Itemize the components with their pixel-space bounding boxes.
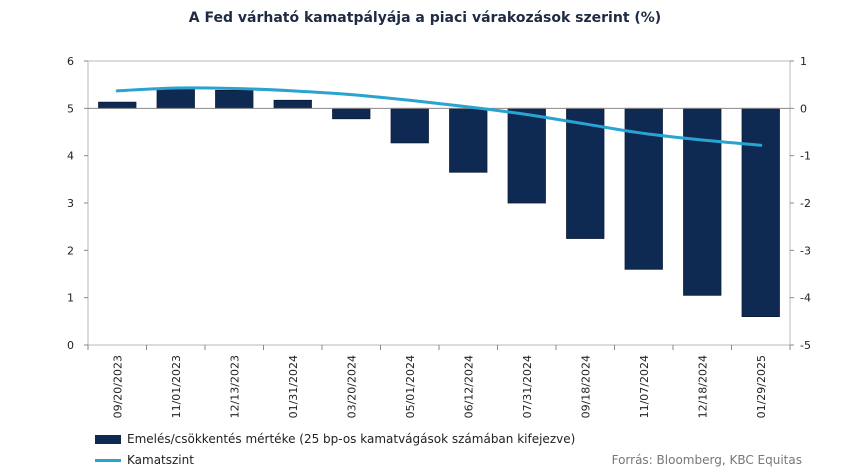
bar — [156, 88, 195, 109]
x-tick-label: 03/20/2024 — [345, 355, 358, 418]
series-line-kamatszint — [115, 86, 763, 147]
legend-label-line: Kamatszint — [127, 453, 194, 467]
legend-swatch-bars — [95, 434, 121, 444]
bar — [98, 101, 137, 109]
source-note: Forrás: Bloomberg, KBC Equitas — [611, 453, 802, 467]
y-right-tick-label: -5 — [800, 339, 811, 352]
bar — [683, 107, 722, 296]
y-left-tick-label: 4 — [67, 150, 74, 163]
x-tick-label: 11/07/2024 — [638, 355, 651, 418]
y-right-tick-label: -1 — [800, 150, 811, 163]
x-tick-label: 05/01/2024 — [404, 355, 417, 418]
x-tick-label: 01/29/2025 — [755, 355, 768, 418]
bar — [449, 107, 488, 173]
x-tick-label: 09/18/2024 — [579, 355, 592, 418]
bar — [566, 107, 605, 239]
bar — [507, 107, 546, 204]
x-tick-label: 06/12/2024 — [462, 355, 475, 418]
y-left-tick-label: 5 — [67, 102, 74, 115]
bar — [741, 107, 780, 317]
y-right-tick-label: -4 — [800, 292, 811, 305]
x-tick-label: 12/18/2024 — [696, 355, 709, 418]
y-left-tick-label: 6 — [67, 55, 74, 68]
y-right-tick-label: -2 — [800, 197, 811, 210]
bar — [332, 107, 371, 120]
legend-item-bars: Emelés/csökkentés mértéke (25 bp-os kama… — [95, 432, 575, 446]
bar — [390, 107, 429, 144]
bar — [273, 99, 312, 109]
y-left-tick-label: 0 — [67, 339, 74, 352]
chart-title: A Fed várható kamatpályája a piaci várak… — [188, 10, 662, 26]
y-left-tick-label: 3 — [67, 197, 74, 210]
y-right-tick-label: -3 — [800, 244, 811, 257]
legend-swatch-line — [95, 458, 121, 462]
legend-item-line: Kamatszint — [95, 453, 194, 467]
y-right-tick-label: 1 — [800, 55, 807, 68]
x-tick-label: 01/31/2024 — [287, 355, 300, 418]
bar — [215, 89, 254, 109]
y-right-tick-label: 0 — [800, 102, 807, 115]
y-left-tick-label: 1 — [67, 292, 74, 305]
x-tick-label: 07/31/2024 — [521, 355, 534, 418]
x-tick-label: 09/20/2023 — [111, 355, 124, 418]
legend-label-bars: Emelés/csökkentés mértéke (25 bp-os kama… — [127, 432, 576, 446]
x-tick-label: 12/13/2023 — [228, 355, 241, 418]
y-left-tick-label: 2 — [67, 244, 74, 257]
x-tick-label: 11/01/2023 — [170, 355, 183, 418]
